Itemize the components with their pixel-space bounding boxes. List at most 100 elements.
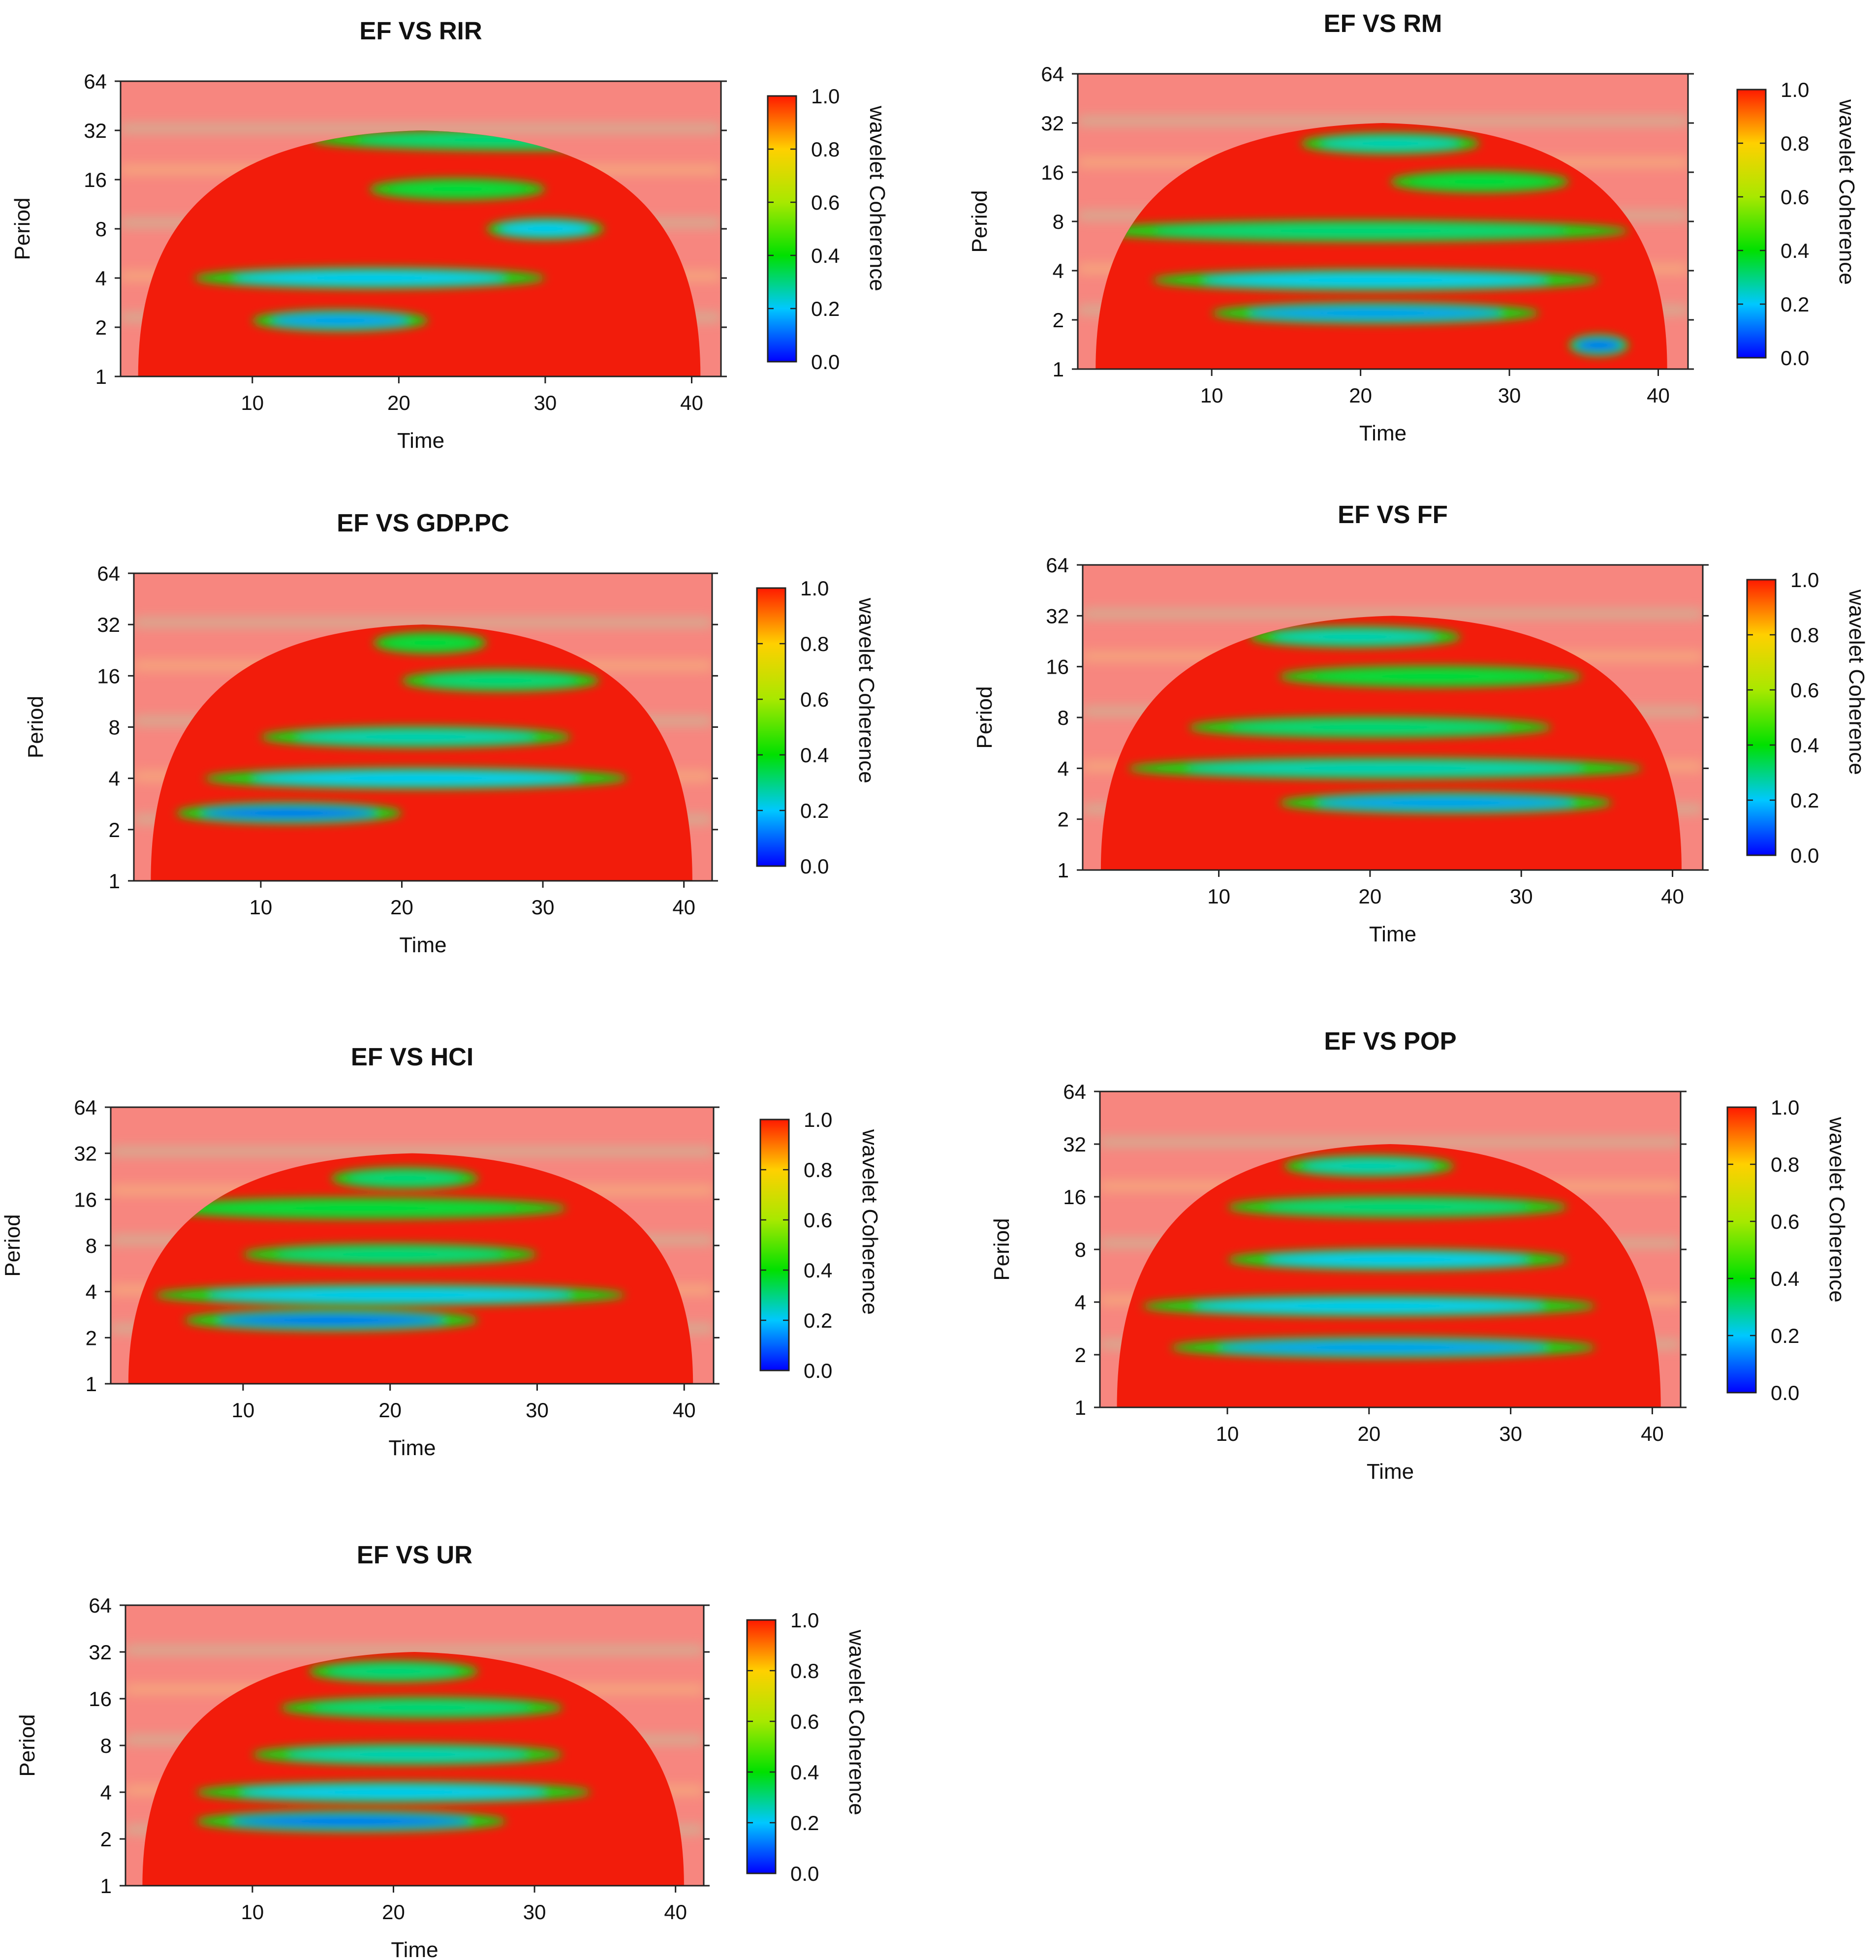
coherence-band <box>209 1289 571 1301</box>
x-axis-label: Time <box>391 1938 438 1960</box>
y-tick-label: 32 <box>1046 604 1069 627</box>
heatmap-area <box>1083 565 1703 870</box>
colorbar-tick-label: 1.0 <box>1771 1096 1799 1119</box>
y-tick-label: 8 <box>1075 1238 1086 1261</box>
wavelet-panel: EF VS HCI 64 32 16 8 4 2 1 10 20 30 40 Time Period 0.0… <box>0 1043 882 1460</box>
x-tick-label: 10 <box>250 896 273 919</box>
wavelet-panel: EF VS FF 64 32 16 8 4 2 1 10 20 30 40 Time Period 0.0 0… <box>972 500 1869 946</box>
colorbar <box>1746 579 1777 856</box>
x-tick-label: 30 <box>532 896 555 919</box>
y-tick-label: 1 <box>109 870 120 893</box>
coherence-band <box>1230 721 1510 733</box>
colorbar-tick-label: 0.4 <box>1771 1267 1799 1290</box>
coherence-band <box>1219 1342 1547 1353</box>
y-tick-label: 8 <box>1053 210 1064 233</box>
x-tick-label: 10 <box>232 1399 255 1422</box>
colorbar-label: wavelet Coherence <box>1825 1117 1849 1303</box>
background-band <box>111 1147 714 1155</box>
colorbar-label: wavelet Coherence <box>1835 99 1859 285</box>
heatmap-area <box>1100 1091 1681 1407</box>
colorbar-tick-label: 0.2 <box>1790 789 1819 812</box>
wavelet-panel: EF VS POP 64 32 16 8 4 2 1 10 20 30 40 Time Period 0.0… <box>990 1027 1849 1484</box>
coherence-band <box>1576 340 1622 351</box>
x-axis-label: Time <box>1359 421 1407 445</box>
colorbar-label: wavelet Coherence <box>858 1129 882 1315</box>
heatmap-area <box>134 573 712 881</box>
coherence-band <box>202 1203 519 1214</box>
coherence-band <box>390 184 525 195</box>
y-tick-label: 4 <box>109 767 120 790</box>
colorbar-label: wavelet Coherence <box>1845 589 1869 775</box>
colorbar-tick-label: 0.2 <box>1781 293 1809 316</box>
chart-title: EF VS RIR <box>359 17 482 45</box>
coherence-band <box>1314 671 1547 682</box>
chart-title: EF VS HCI <box>351 1043 473 1071</box>
background-band <box>1078 117 1688 125</box>
colorbar-tick-label: 0.6 <box>800 688 829 711</box>
y-tick-label: 16 <box>1063 1185 1086 1209</box>
colorbar-tick-label: 1.0 <box>1781 78 1809 101</box>
colorbar-tick-label: 0.8 <box>790 1659 819 1682</box>
colorbar-tick-label: 0.4 <box>800 744 829 767</box>
x-tick-label: 20 <box>387 391 410 414</box>
colorbar-tick-label: 1.0 <box>1790 568 1819 591</box>
y-tick-label: 1 <box>1058 859 1069 882</box>
colorbar-tick-label: 0.6 <box>804 1209 832 1232</box>
colorbar-label: wavelet Coherence <box>865 105 889 291</box>
coherence-band <box>234 273 505 283</box>
colorbar-tick-label: 1.0 <box>804 1108 832 1131</box>
y-tick-label: 1 <box>1075 1396 1086 1419</box>
coherence-band <box>241 1787 546 1798</box>
colorbar-tick-label: 0.8 <box>1781 132 1809 155</box>
y-tick-label: 32 <box>74 1142 97 1165</box>
colorbar-label: wavelet Coherence <box>854 597 878 783</box>
colorbar-tick-label: 1.0 <box>800 577 829 600</box>
y-axis-label: Period <box>0 1214 25 1276</box>
colorbar-tick-label: 0.2 <box>800 799 829 822</box>
colorbar-label: wavelet Coherence <box>844 1629 869 1815</box>
x-tick-label: 30 <box>534 391 557 414</box>
colorbar-tick-label: 0.4 <box>790 1761 819 1784</box>
colorbar-tick-label: 0.0 <box>1790 844 1819 867</box>
heatmap-area <box>121 81 721 376</box>
coherence-band <box>1154 225 1567 237</box>
x-tick-label: 30 <box>523 1900 546 1924</box>
coherence-band <box>500 223 591 234</box>
y-tick-label: 8 <box>109 716 120 739</box>
x-tick-label: 40 <box>1661 885 1684 908</box>
coherence-band <box>1410 176 1549 187</box>
colorbar-tick-label: 0.6 <box>790 1710 819 1733</box>
y-tick-label: 2 <box>1058 808 1069 831</box>
colorbar-tick-label: 0.8 <box>1771 1153 1799 1176</box>
colorbar-tick-label: 0.8 <box>1790 623 1819 647</box>
colorbar-tick-label: 0.4 <box>1781 239 1809 262</box>
background-band <box>1100 1138 1681 1146</box>
y-tick-label: 32 <box>97 613 120 636</box>
colorbar-tick-label: 0.4 <box>811 244 840 267</box>
y-tick-label: 2 <box>1053 309 1064 332</box>
coherence-band <box>1203 275 1547 286</box>
y-tick-label: 2 <box>109 818 120 841</box>
coherence-band <box>1273 631 1437 643</box>
coherence-band <box>202 808 376 819</box>
y-tick-label: 16 <box>74 1188 97 1211</box>
chart-title: EF VS POP <box>1324 1027 1456 1055</box>
colorbar-tick-label: 0.0 <box>790 1862 819 1885</box>
y-tick-label: 8 <box>86 1234 97 1257</box>
heatmap-area <box>125 1605 704 1886</box>
background-band <box>125 1646 704 1654</box>
y-axis-label: Period <box>972 686 997 748</box>
coherence-band <box>313 1702 531 1713</box>
y-tick-label: 16 <box>97 664 120 687</box>
wavelet-panel: EF VS RIR 64 32 16 8 4 2 1 10 20 30 40 Time Period 0.0… <box>10 17 889 453</box>
y-tick-label: 16 <box>84 168 107 191</box>
x-axis-label: Time <box>1367 1460 1414 1484</box>
colorbar-tick-label: 0.6 <box>1781 186 1809 209</box>
colorbar-tick-label: 0.0 <box>1771 1381 1799 1404</box>
colorbar-tick-label: 0.4 <box>1790 734 1819 757</box>
colorbar <box>759 1119 790 1371</box>
colorbar <box>756 587 786 867</box>
chart-title: EF VS RM <box>1324 9 1442 37</box>
colorbar-tick-label: 0.0 <box>1781 346 1809 370</box>
